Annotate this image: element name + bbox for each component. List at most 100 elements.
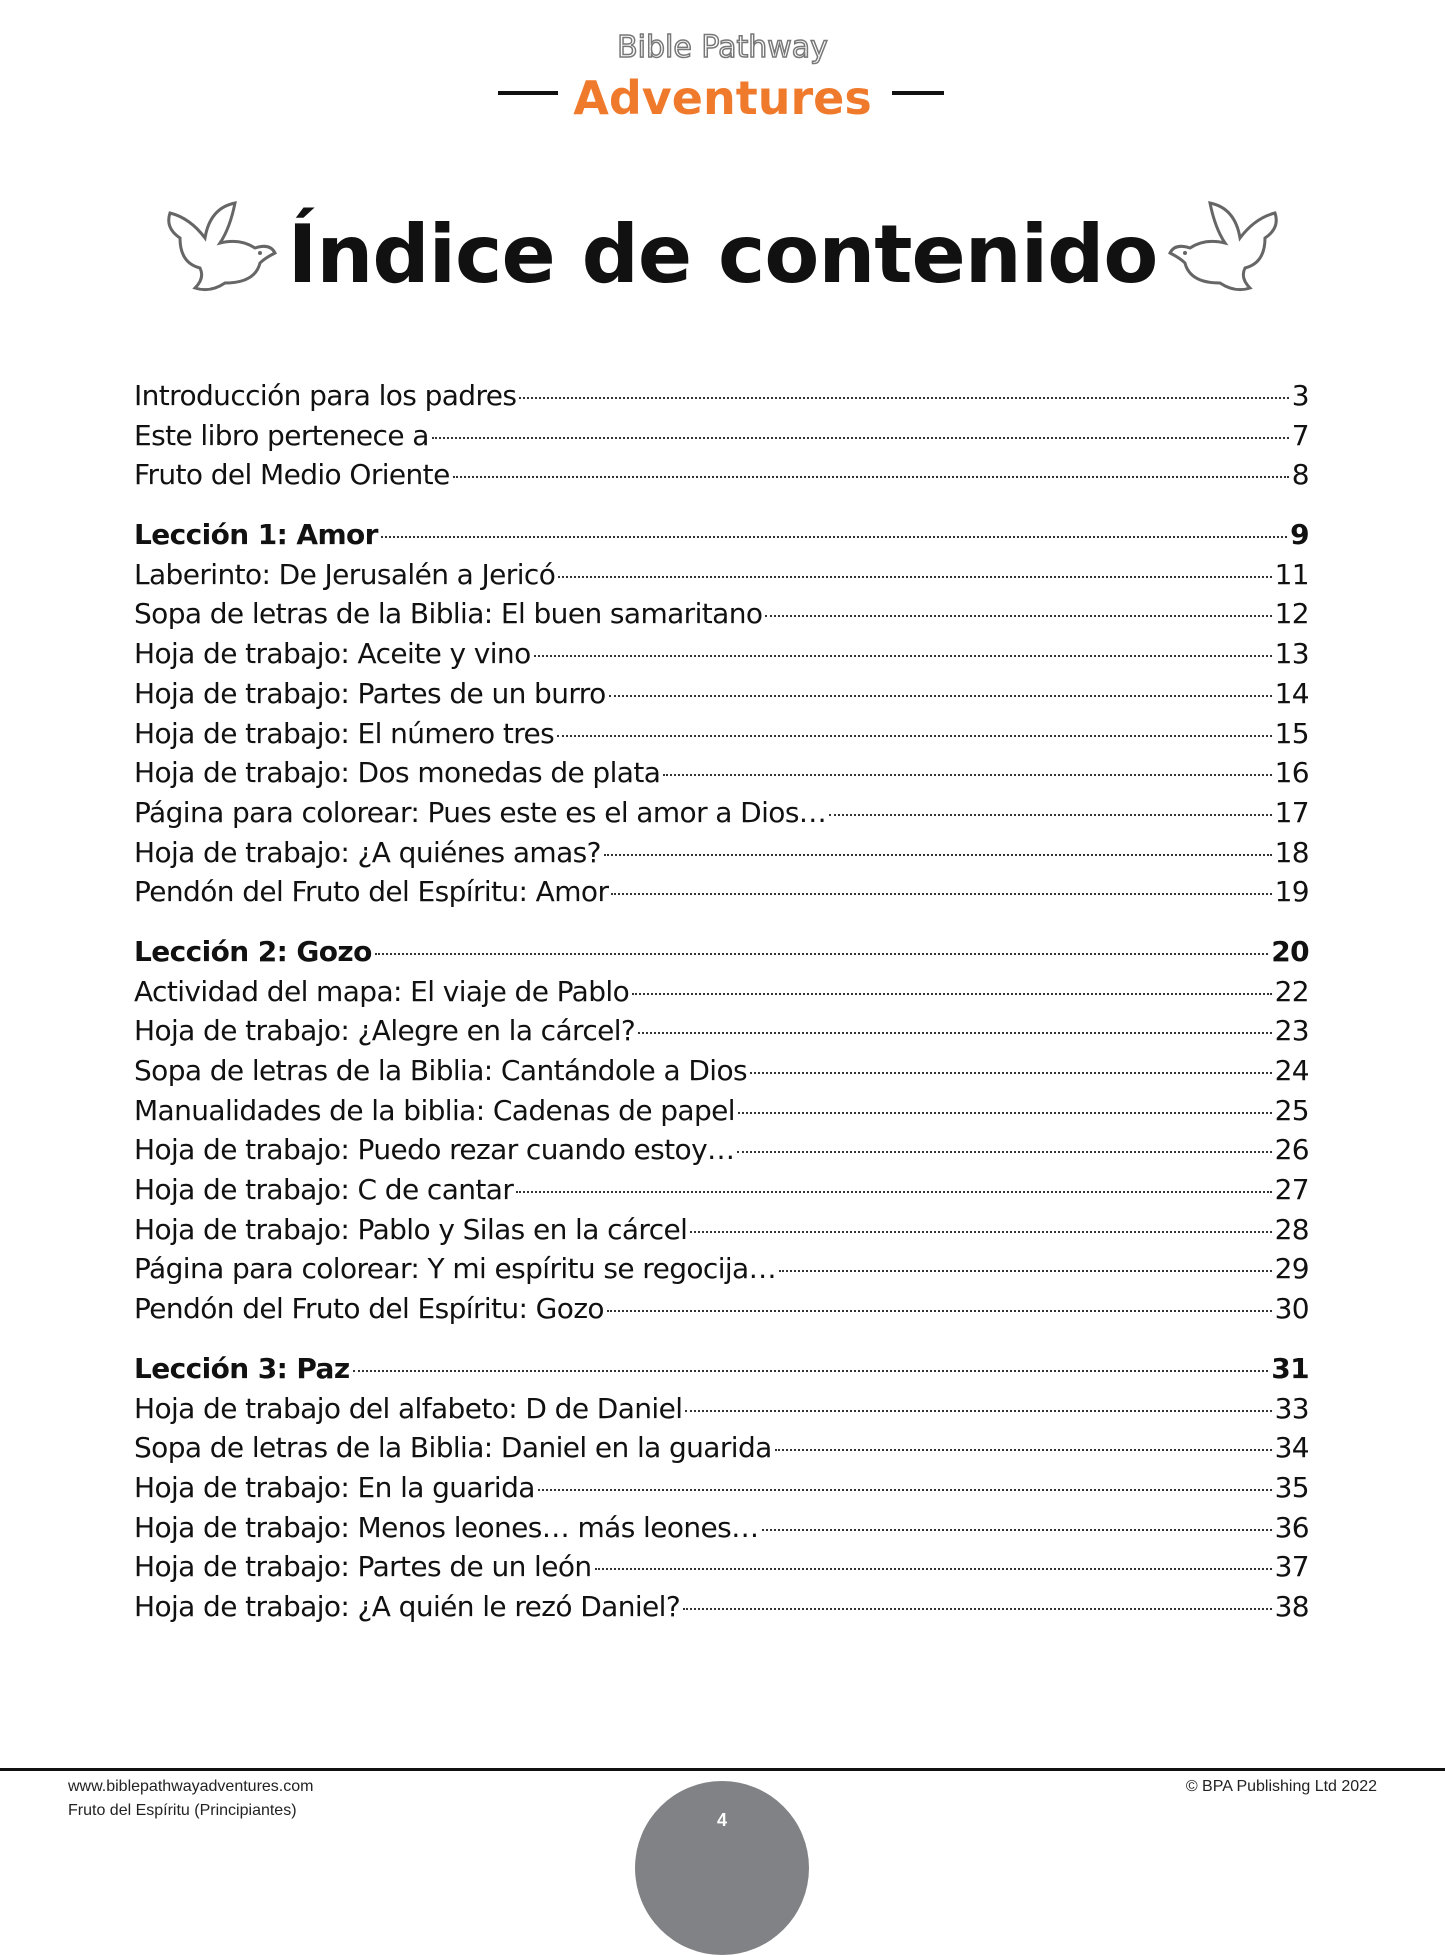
toc-entry: Hoja de trabajo: ¿A quién le rezó Daniel… <box>134 1587 1310 1627</box>
toc-entry-page: 19 <box>1274 875 1310 909</box>
toc-entry: Hoja de trabajo: Puedo rezar cuando esto… <box>134 1130 1310 1170</box>
dot-leader <box>663 774 1272 777</box>
toc-lesson-heading: Lección 2: Gozo 20 <box>134 932 1310 972</box>
divider-right <box>892 91 944 95</box>
toc-entry-page: 20 <box>1271 934 1309 968</box>
toc-entry-label: Hoja de trabajo: Puedo rezar cuando esto… <box>134 1133 735 1167</box>
toc-entry-label: Hoja de trabajo del alfabeto: D de Danie… <box>134 1391 683 1425</box>
toc-entry: Hoja de trabajo: El número tres 15 <box>134 714 1310 754</box>
toc-entry: Hoja de trabajo: Dos monedas de plata 16 <box>134 753 1310 793</box>
dot-leader <box>537 1488 1272 1491</box>
dot-leader <box>774 1449 1272 1452</box>
toc-entry-label: Hoja de trabajo: C de cantar <box>134 1173 514 1207</box>
toc-entry-label: Lección 2: Gozo <box>134 934 372 968</box>
dot-leader <box>431 436 1289 439</box>
dot-leader <box>632 992 1272 995</box>
toc-entry-page: 34 <box>1274 1431 1310 1465</box>
toc-entry: Fruto del Medio Oriente 8 <box>134 455 1310 495</box>
toc-section: Lección 2: Gozo 20 Actividad del mapa: El … <box>134 932 1310 1329</box>
page-number-badge: 4 <box>635 1781 809 1955</box>
toc-entry: Hoja de trabajo: Menos leones… más leone… <box>134 1508 1310 1548</box>
toc-entry-page: 27 <box>1274 1173 1310 1207</box>
toc-entry-label: Hoja de trabajo: ¿Alegre en la cárcel? <box>134 1014 636 1048</box>
dot-leader <box>779 1270 1272 1273</box>
toc-entry: Hoja de trabajo: ¿Alegre en la cárcel? 23 <box>134 1011 1310 1051</box>
dot-leader <box>638 1032 1272 1035</box>
dot-leader <box>352 1369 1269 1372</box>
dot-leader <box>685 1409 1272 1412</box>
toc-entry-page: 25 <box>1274 1093 1310 1127</box>
dot-leader <box>765 615 1272 618</box>
toc-entry-label: Hoja de trabajo: Dos monedas de plata <box>134 756 661 790</box>
toc-entry-page: 38 <box>1274 1589 1310 1623</box>
toc-entry-label: Hoja de trabajo: ¿A quién le rezó Daniel… <box>134 1589 681 1623</box>
toc-entry-page: 3 <box>1291 379 1310 412</box>
toc-entry: Este libro pertenece a 7 <box>134 416 1310 456</box>
toc-entry-label: Lección 1: Amor <box>134 518 378 552</box>
toc-entry-label: Manualidades de la biblia: Cadenas de pa… <box>134 1093 736 1127</box>
toc-section: Introducción para los padres 3 Este libro … <box>134 376 1310 495</box>
footer-rule <box>0 1768 1445 1771</box>
dot-leader <box>761 1528 1272 1531</box>
toc-entry: Hoja de trabajo: En la guarida 35 <box>134 1468 1310 1508</box>
toc-entry-label: Sopa de letras de la Biblia: Cantándole … <box>134 1054 748 1087</box>
toc-entry-label: Introducción para los padres <box>134 379 517 412</box>
toc-entry-label: Fruto del Medio Oriente <box>134 458 450 492</box>
toc-entry: Manualidades de la biblia: Cadenas de pa… <box>134 1091 1310 1131</box>
toc-entry-label: Hoja de trabajo: Partes de un león <box>134 1550 592 1584</box>
logo-line1: Bible Pathway <box>616 29 828 66</box>
toc-entry-page: 31 <box>1271 1351 1309 1385</box>
toc-entry-page: 28 <box>1274 1212 1310 1246</box>
dot-leader <box>611 893 1272 896</box>
toc-entry: Hoja de trabajo: C de cantar 27 <box>134 1170 1310 1210</box>
dot-leader <box>557 734 1272 737</box>
toc-entry-label: Hoja de trabajo: ¿A quiénes amas? <box>134 835 602 869</box>
toc-entry-label: Sopa de letras de la Biblia: Daniel en l… <box>134 1431 772 1465</box>
toc-entry-label: Este libro pertenece a <box>134 418 429 452</box>
toc-entry-label: Lección 3: Paz <box>134 1351 350 1385</box>
dot-leader <box>516 1191 1272 1194</box>
toc-entry-label: Hoja de trabajo: En la guarida <box>134 1470 535 1504</box>
toc-entry: Hoja de trabajo: Aceite y vino 13 <box>134 634 1310 674</box>
toc-entry-page: 13 <box>1274 637 1310 671</box>
dot-leader <box>606 1310 1272 1313</box>
logo: Bible Pathway Adventures <box>0 29 1445 126</box>
toc-entry-page: 12 <box>1274 597 1310 631</box>
toc-entry-label: Pendón del Fruto del Espíritu: Gozo <box>134 1292 605 1326</box>
toc-entry-page: 7 <box>1291 418 1310 452</box>
toc-entry-label: Pendón del Fruto del Espíritu: Amor <box>134 875 609 909</box>
toc-entry: Página para colorear: Pues este es el am… <box>134 793 1310 833</box>
toc-entry-label: Sopa de letras de la Biblia: El buen sam… <box>134 597 763 631</box>
dove-icon <box>1167 201 1278 292</box>
dot-leader <box>683 1607 1272 1610</box>
toc-entry: Hoja de trabajo: Partes de un león 37 <box>134 1547 1310 1587</box>
dot-leader <box>608 694 1272 697</box>
toc-entry-page: 26 <box>1274 1133 1310 1167</box>
toc-entry: Sopa de letras de la Biblia: Cantándole … <box>134 1051 1310 1091</box>
toc-entry: Página para colorear: Y mi espíritu se r… <box>134 1249 1310 1289</box>
dot-leader <box>737 1111 1272 1114</box>
toc-entry-label: Hoja de trabajo: Pablo y Silas en la cár… <box>134 1212 688 1246</box>
toc-entry: Sopa de letras de la Biblia: El buen sam… <box>134 594 1310 634</box>
toc-entry-page: 15 <box>1274 716 1310 750</box>
toc-entry: Pendón del Fruto del Espíritu: Gozo 30 <box>134 1289 1310 1329</box>
dot-leader <box>594 1568 1272 1571</box>
toc-entry-page: 35 <box>1274 1470 1310 1504</box>
dot-leader <box>737 1151 1272 1154</box>
toc-entry-page: 14 <box>1274 676 1310 710</box>
toc-entry-page: 23 <box>1274 1014 1310 1048</box>
table-of-contents: Introducción para los padres 3 Este libro … <box>134 376 1310 1647</box>
toc-entry-page: 17 <box>1274 795 1310 829</box>
toc-entry-page: 33 <box>1274 1391 1310 1425</box>
page-title: Índice de contenido <box>287 208 1159 301</box>
divider-left <box>498 91 558 95</box>
toc-entry-label: Página para colorear: Pues este es el am… <box>134 795 827 829</box>
dot-leader <box>558 575 1272 578</box>
toc-entry-label: Actividad del mapa: El viaje de Pablo <box>134 974 630 1008</box>
dot-leader <box>519 397 1289 399</box>
dot-leader <box>533 655 1272 658</box>
dot-leader <box>374 952 1269 955</box>
toc-lesson-heading: Lección 3: Paz 31 <box>134 1349 1310 1389</box>
toc-entry: Sopa de letras de la Biblia: Daniel en l… <box>134 1428 1310 1468</box>
toc-entry: Pendón del Fruto del Espíritu: Amor 19 <box>134 872 1310 912</box>
